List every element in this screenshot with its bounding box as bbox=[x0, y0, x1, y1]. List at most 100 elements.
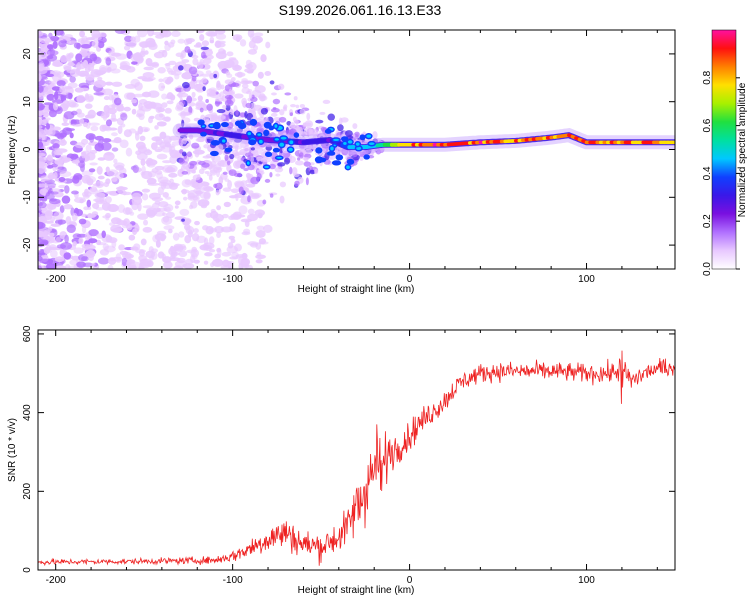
spectrogram-noise-blob bbox=[151, 31, 163, 36]
spectrogram-noise-blob bbox=[105, 178, 111, 185]
spectrogram-y-tick-label: -20 bbox=[22, 237, 33, 252]
spectrogram-noise-blob bbox=[123, 92, 134, 100]
spectrogram-noise-blob bbox=[60, 31, 65, 37]
spectrogram-noise-blob bbox=[88, 254, 94, 262]
snr-panel: -200 -100 0 100 0 200 400 600 Height of straig… bbox=[7, 325, 676, 596]
spectrogram-transition-blob bbox=[240, 163, 246, 170]
spectrogram-noise-blob bbox=[209, 36, 215, 43]
spectrogram-transition-blob bbox=[299, 104, 306, 109]
spectrogram-noise-blob bbox=[66, 224, 76, 233]
spectrogram-transition-blob bbox=[243, 167, 249, 172]
spectrogram-noise-blob bbox=[64, 185, 70, 194]
spectrogram-transition-blob bbox=[269, 171, 273, 178]
spectrogram-noise-blob bbox=[65, 58, 72, 62]
spectrogram-noise-blob bbox=[110, 228, 123, 232]
spectrogram-noise-blob bbox=[48, 184, 57, 189]
spectrogram-noise-blob bbox=[174, 200, 181, 206]
spectrogram-transition-blob bbox=[309, 169, 316, 175]
spectrogram-peak-spot bbox=[363, 154, 370, 160]
spectrogram-noise-blob bbox=[214, 42, 226, 48]
spectrogram-noise-blob bbox=[157, 66, 166, 74]
spectrogram-transition-blob bbox=[224, 94, 234, 100]
spectrogram-peak-spot bbox=[341, 136, 349, 142]
spectrogram-transition-blob bbox=[182, 137, 188, 145]
spectrogram-noise-blob bbox=[135, 51, 141, 57]
spectrogram-noise-blob bbox=[55, 265, 67, 269]
spectrogram-noise-blob bbox=[254, 85, 266, 94]
spectrogram-noise-blob bbox=[63, 66, 72, 71]
spectrogram-noise-blob bbox=[79, 198, 84, 204]
spectrogram-noise-blob bbox=[50, 35, 60, 42]
colorbar-tick-label: 0.4 bbox=[702, 166, 713, 180]
spectrogram-noise-blob bbox=[97, 76, 103, 81]
snr-x-ticks: -200 -100 0 100 bbox=[46, 330, 658, 586]
spectrogram-noise-blob bbox=[78, 218, 87, 225]
spectrogram-noise-blob bbox=[255, 230, 266, 238]
colorbar-label: Normalized spectral amplitude bbox=[737, 82, 748, 217]
spectrogram-noise-blob bbox=[45, 127, 56, 137]
spectrogram-noise-blob bbox=[145, 209, 155, 217]
spectrogram-noise-blob bbox=[176, 257, 186, 264]
spectrogram-noise-blob bbox=[247, 241, 259, 246]
spectrogram-noise-blob bbox=[111, 177, 118, 182]
spectrogram-noise-blob bbox=[106, 169, 119, 177]
spectrogram-noise-blob bbox=[228, 235, 235, 240]
spectrogram-noise-blob bbox=[45, 263, 57, 269]
colorbar-tick-label: 0.2 bbox=[702, 214, 713, 228]
spectrogram-noise-blob bbox=[88, 229, 99, 237]
spectrogram-noise-blob bbox=[79, 30, 86, 38]
spectrogram-peak-spot bbox=[224, 147, 233, 153]
spectrogram-noise-blob bbox=[234, 243, 242, 252]
spectrogram-noise-blob bbox=[162, 164, 174, 174]
spectrogram-noise-blob bbox=[253, 32, 264, 37]
spectrogram-noise-blob bbox=[46, 50, 59, 56]
spectrogram-transition-blob bbox=[257, 169, 264, 173]
spectrogram-marks bbox=[38, 30, 675, 269]
spectrogram-noise-blob bbox=[69, 76, 76, 83]
spectrogram-noise-blob bbox=[195, 187, 202, 196]
spectrogram-transition-blob bbox=[176, 106, 184, 111]
spectrogram-noise-blob bbox=[38, 84, 44, 94]
spectrogram-noise-blob bbox=[47, 139, 52, 144]
spectrogram-noise-blob bbox=[146, 177, 157, 185]
spectrogram-noise-blob bbox=[201, 40, 210, 47]
spectrogram-noise-blob bbox=[208, 249, 216, 253]
spectrogram-peak-spot bbox=[255, 131, 263, 138]
spectrogram-y-label: Frequency (Hz) bbox=[7, 116, 18, 185]
spectrogram-transition-blob bbox=[188, 66, 198, 75]
spectrogram-noise-blob bbox=[141, 165, 146, 174]
spectrogram-transition-blob bbox=[297, 157, 301, 161]
spectrogram-transition-blob bbox=[203, 144, 211, 149]
spectrogram-transition-blob bbox=[329, 156, 336, 161]
spectrogram-transition-blob bbox=[295, 160, 304, 166]
spectrogram-transition-blob bbox=[187, 192, 196, 200]
spectrogram-noise-blob bbox=[46, 55, 54, 60]
spectrogram-noise-blob bbox=[105, 57, 112, 66]
spectrogram-noise-blob bbox=[137, 125, 144, 135]
spectrogram-noise-blob bbox=[174, 205, 179, 209]
spectrogram-transition-blob bbox=[225, 114, 230, 122]
spectrogram-noise-blob bbox=[84, 103, 93, 109]
spectrogram-noise-blob bbox=[60, 55, 68, 63]
spectrogram-noise-blob bbox=[131, 61, 138, 65]
spectrogram-noise-blob bbox=[245, 80, 253, 84]
spectrogram-noise-blob bbox=[65, 128, 76, 132]
snr-y-label: SNR (10 * v/v) bbox=[7, 418, 18, 482]
spectrogram-transition-blob bbox=[200, 51, 206, 59]
spectrogram-noise-blob bbox=[156, 230, 167, 236]
spectrogram-y-tick-label: -10 bbox=[22, 190, 33, 205]
spectrogram-noise-blob bbox=[120, 112, 128, 121]
spectrogram-noise-blob bbox=[82, 253, 91, 257]
spectrogram-transition-blob bbox=[196, 102, 206, 107]
spectrogram-noise-blob bbox=[90, 186, 98, 193]
spectrogram-noise-blob bbox=[145, 250, 156, 259]
spectrogram-noise-blob bbox=[257, 71, 264, 79]
spectrogram-transition-blob bbox=[180, 110, 186, 119]
spectrogram-noise-blob bbox=[161, 102, 168, 108]
spectrogram-transition-blob bbox=[186, 151, 192, 158]
spectrogram-noise-blob bbox=[177, 38, 186, 44]
spectrogram-noise-blob bbox=[211, 258, 224, 267]
spectrogram-noise-blob bbox=[262, 224, 273, 233]
spectrogram-noise-blob bbox=[146, 30, 155, 37]
spectrogram-noise-blob bbox=[182, 263, 195, 269]
